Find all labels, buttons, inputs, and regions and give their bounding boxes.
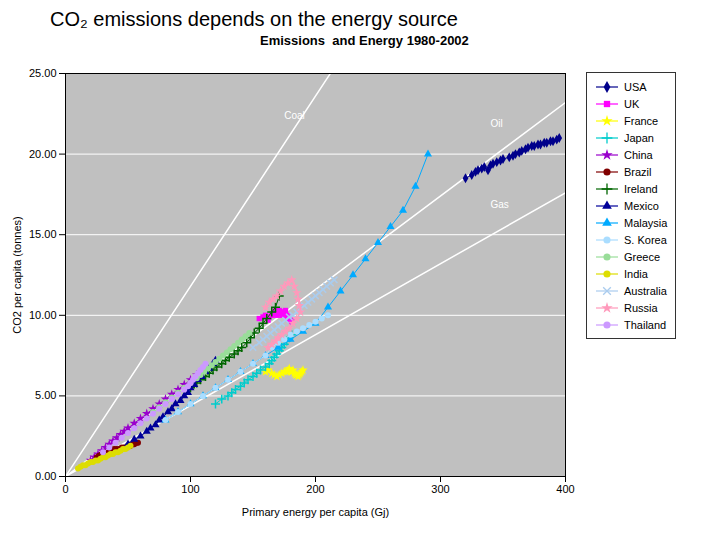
svg-text:300: 300 [431,483,449,495]
html-text:India: India [624,267,648,280]
html-text:China: China [624,148,653,161]
html-text:Mexico: Mexico [624,199,659,212]
html-text:S. Korea: S. Korea [624,233,667,246]
svg-text:Primary energy per capita (Gj): Primary energy per capita (Gj) [242,506,389,518]
svg-text:Gas: Gas [491,199,509,210]
html-text:Emissions and Energy 1980-2002: Emissions and Energy 1980-2002 [260,33,469,48]
html-text:UK: UK [624,97,640,110]
svg-text:200: 200 [306,483,324,495]
html-text:France: France [624,114,659,127]
svg-text:CO2 per capita (tonnes): CO2 per capita (tonnes) [11,216,23,333]
html-text:CO₂ emissions depends on the e: CO₂ emissions depends on the energy sour… [50,8,458,30]
html-text:Greece: Greece [624,250,661,263]
svg-text:20.00: 20.00 [29,148,57,160]
svg-text:Coal: Coal [284,110,305,121]
svg-text:15.00: 15.00 [29,228,57,240]
html-text:Brazil: Brazil [624,165,652,178]
svg-text:0.00: 0.00 [35,470,56,482]
svg-text:100: 100 [181,483,199,495]
svg-text:10.00: 10.00 [29,309,57,321]
svg-text:25.00: 25.00 [29,67,57,79]
svg-text:Oil: Oil [491,118,503,129]
svg-text:400: 400 [556,483,574,495]
html-text:Japan: Japan [624,131,654,144]
html-text:Malaysia: Malaysia [624,216,668,229]
html-text:USA: USA [624,80,647,93]
html-text:Australia: Australia [624,284,667,297]
svg-text:0: 0 [62,483,68,495]
html-text:Ireland: Ireland [624,182,658,195]
html-text:Russia: Russia [624,301,658,314]
svg-text:5.00: 5.00 [35,389,56,401]
html-text:Thailand: Thailand [624,318,667,331]
